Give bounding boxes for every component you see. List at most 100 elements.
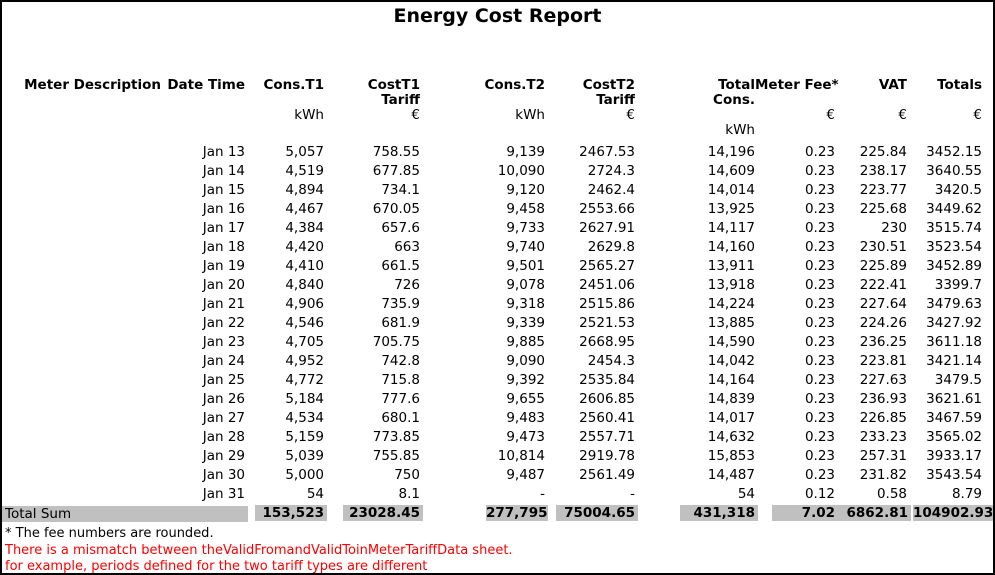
cell-meter-description [2, 276, 161, 295]
cell-cons_t1: 4,952 [285, 353, 324, 369]
cell-total_cons: 14,014 [707, 182, 755, 198]
cell-cons_t1: 54 [306, 486, 324, 502]
cell-vat: 224.26 [859, 315, 907, 331]
table-row: Jan 23 4,705 705.75 9,885 2668.95 14,590 0.23 2… [2, 333, 993, 352]
column-unit-meter_fee: € [826, 107, 835, 123]
cell-total_cons: 14,017 [707, 410, 755, 426]
cell-total_cons: 15,853 [707, 448, 755, 464]
cell-total_cons: 14,160 [707, 239, 755, 255]
table-row: Jan 26 5,184 777.6 9,655 2606.85 14,839 0.23 23… [2, 390, 993, 409]
cell-meter-description [2, 447, 161, 466]
total-value-box: 104902.93 [913, 505, 994, 521]
report-title: Energy Cost Report [393, 5, 602, 27]
cell-cost_t2_tariff: 2535.84 [579, 372, 635, 388]
cell-cost_t1_tariff: 670.05 [372, 201, 420, 217]
column-header-meter_description: Meter Description [24, 77, 161, 93]
cell-cons_t1: 5,057 [285, 144, 324, 160]
table-row: Jan 17 4,384 657.6 9,733 2627.91 14,117 0.23 23… [2, 219, 993, 238]
cell-vat: 222.41 [859, 277, 907, 293]
cell-date-time: Jan 28 [202, 429, 245, 445]
cell-vat: 225.89 [859, 258, 907, 274]
table-row: Jan 18 4,420 663 9,740 2629.8 14,160 0.23 230.5… [2, 238, 993, 257]
cell-totals: 3452.89 [926, 258, 982, 274]
cell-cost_t2_tariff: 2565.27 [579, 258, 635, 274]
header-row-unit2: kWh [2, 123, 993, 138]
cell-vat: 238.17 [859, 163, 907, 179]
cell-date-time: Jan 19 [202, 258, 245, 274]
cell-date-time: Jan 14 [202, 163, 245, 179]
cell-meter-description [2, 409, 161, 428]
cell-cost_t1_tariff: 755.85 [372, 448, 420, 464]
total-cell-total_cons: 431,318 [635, 504, 758, 523]
table-row: Jan 27 4,534 680.1 9,483 2560.41 14,017 0.23 22… [2, 409, 993, 428]
cell-cons_t1: 4,894 [285, 182, 324, 198]
cell-total_cons: 14,487 [707, 467, 755, 483]
cell-date-time: Jan 31 [202, 486, 245, 502]
column-unit-cost_t1_tariff: € [411, 107, 420, 123]
column-unit-meter_description [2, 108, 161, 123]
cell-cost_t1_tariff: 705.75 [372, 334, 420, 350]
table-row: Jan 16 4,467 670.05 9,458 2553.66 13,925 0.23 2… [2, 200, 993, 219]
report-table-body: Jan 13 5,057 758.55 9,139 2467.53 14,196 0.23 2… [2, 138, 993, 523]
cell-cost_t1_tariff: 661.5 [381, 258, 420, 274]
total-cell-vat: 6862.81 [835, 504, 911, 523]
cell-cons_t2: - [540, 486, 545, 502]
column-header-meter_fee: Meter Fee* [755, 77, 839, 93]
cell-meter-description [2, 466, 161, 485]
cell-cost_t2_tariff: 2467.53 [579, 144, 635, 160]
column-header-totals: Totals [937, 77, 982, 93]
cell-meter-description [2, 371, 161, 390]
cell-cons_t2: 9,318 [506, 296, 545, 312]
column-unit-date_time [161, 108, 245, 123]
cell-cost_t2_tariff: 2553.66 [579, 201, 635, 217]
total-sum-row: Total Sum 153,523 23028.45 277,795 75004.65 4… [2, 504, 993, 523]
cell-vat: 0.58 [876, 486, 907, 502]
cell-date-time: Jan 22 [202, 315, 245, 331]
cell-cons_t1: 4,705 [285, 334, 324, 350]
total-value-box: 6862.81 [835, 505, 911, 521]
cell-total_cons: 14,839 [707, 391, 755, 407]
cell-meter_fee: 0.23 [804, 239, 835, 255]
column-header-cost_t2_tariff: CostT2 [582, 77, 635, 93]
column-subheader-cost_t1_tariff: Tariff [381, 92, 420, 108]
cell-meter_fee: 0.23 [804, 182, 835, 198]
table-row: Jan 25 4,772 715.8 9,392 2535.84 14,164 0.23 22… [2, 371, 993, 390]
cell-cost_t2_tariff: 2454.3 [587, 353, 635, 369]
cell-meter-description [2, 181, 161, 200]
cell-vat: 226.85 [859, 410, 907, 426]
cell-cost_t1_tariff: 758.55 [372, 144, 420, 160]
cell-meter-description [2, 485, 161, 504]
cell-total_cons: 14,164 [707, 372, 755, 388]
table-row: Jan 14 4,519 677.85 10,090 2724.3 14,609 0.23 2… [2, 162, 993, 181]
warning-line-1: There is a mismatch between theValidFrom… [5, 543, 513, 558]
cell-meter_fee: 0.23 [804, 353, 835, 369]
column-unit2-cons_t2 [420, 123, 545, 138]
total-value-box: 23028.45 [343, 505, 423, 521]
cell-totals: 3515.74 [926, 220, 982, 236]
cell-cost_t1_tariff: 734.1 [381, 182, 420, 198]
cell-date-time: Jan 30 [202, 467, 245, 483]
cell-vat: 236.25 [859, 334, 907, 350]
cell-totals: 3611.18 [926, 334, 982, 350]
column-header-total_cons: Total [718, 77, 755, 93]
cell-cons_t2: 9,120 [506, 182, 545, 198]
table-row: Jan 15 4,894 734.1 9,120 2462.4 14,014 0.23 223… [2, 181, 993, 200]
column-unit-cons_t1: kWh [294, 107, 324, 123]
cell-meter_fee: 0.23 [804, 429, 835, 445]
cell-cost_t1_tariff: 680.1 [381, 410, 420, 426]
column-header-cons_t1: Cons.T1 [263, 77, 324, 93]
cell-cost_t2_tariff: 2627.91 [579, 220, 635, 236]
cell-cons_t1: 4,772 [285, 372, 324, 388]
header-row-label: Meter Description Date Time Cons.T1 CostT1 C… [2, 78, 993, 93]
table-row: Jan 31 54 8.1 - - 54 0.12 0.58 8.79 [2, 485, 993, 504]
total-value-box: 75004.65 [556, 505, 638, 521]
cell-total_cons: 14,196 [707, 144, 755, 160]
cell-meter-description [2, 238, 161, 257]
cell-cost_t2_tariff: 2462.4 [587, 182, 635, 198]
cell-totals: 3420.5 [934, 182, 982, 198]
cell-meter-description [2, 219, 161, 238]
header-row-unit: kWh € kWh € € € € [2, 108, 993, 123]
cell-cons_t2: 9,501 [506, 258, 545, 274]
cell-cost_t1_tariff: 657.6 [381, 220, 420, 236]
